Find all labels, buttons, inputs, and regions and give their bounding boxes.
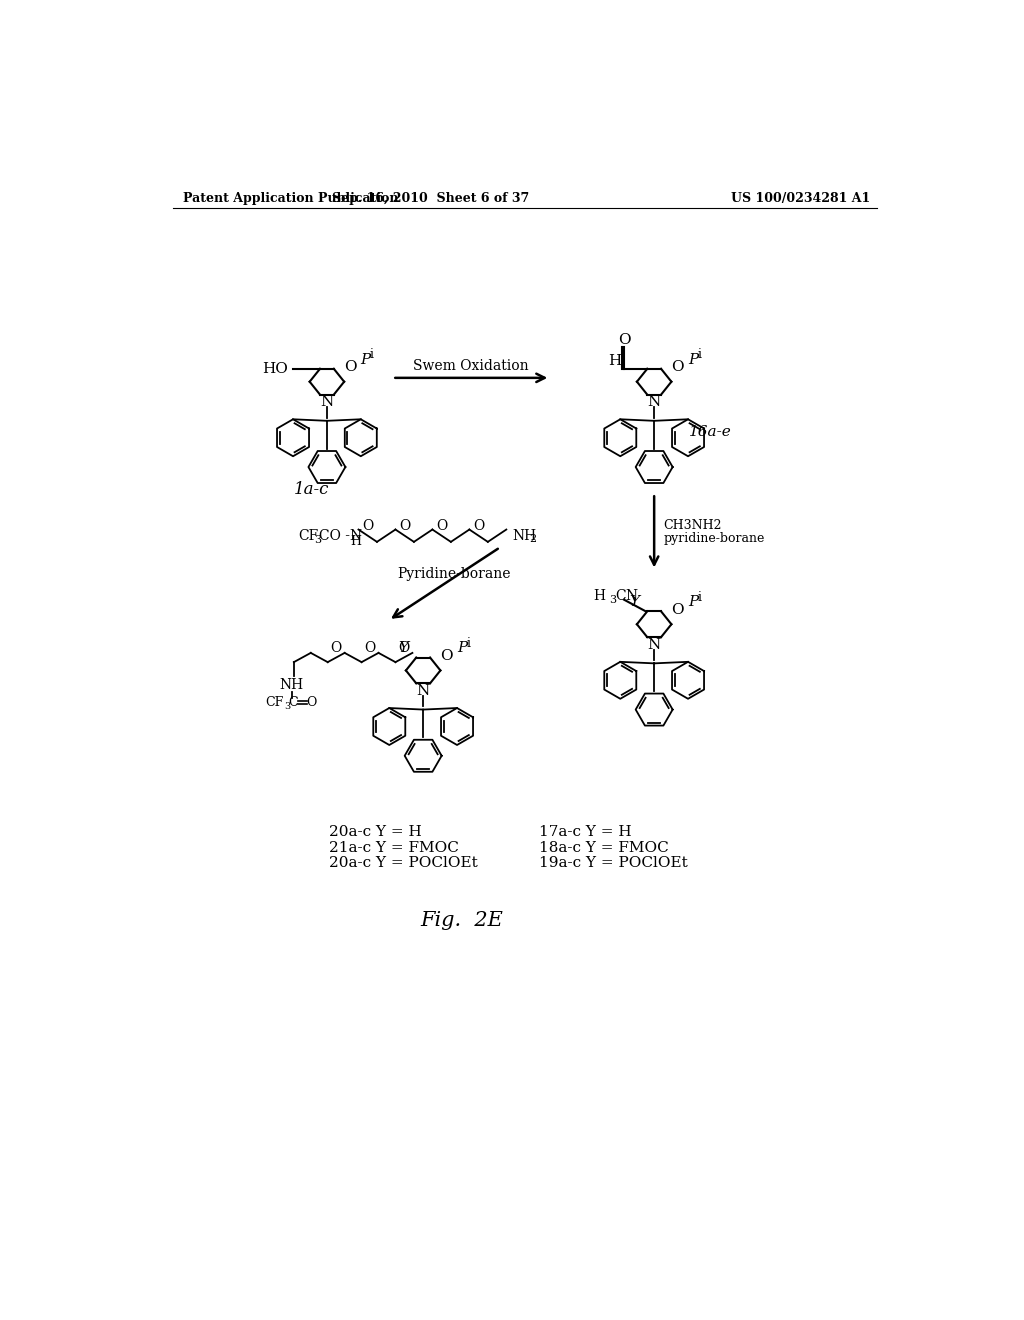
Text: C: C <box>288 696 298 709</box>
Text: NH: NH <box>280 678 303 692</box>
Text: 20a-c Y = H: 20a-c Y = H <box>330 825 422 840</box>
Text: O: O <box>306 696 316 709</box>
Text: 20a-c Y = POClOEt: 20a-c Y = POClOEt <box>330 855 478 870</box>
Text: 3: 3 <box>284 701 290 710</box>
Text: 17a-c Y = H: 17a-c Y = H <box>539 825 631 840</box>
Text: 3: 3 <box>313 535 321 545</box>
Text: H: H <box>593 589 605 603</box>
Text: O: O <box>331 642 342 655</box>
Text: N: N <box>417 684 430 698</box>
Text: O: O <box>617 333 631 347</box>
Text: Pyridine-borane: Pyridine-borane <box>397 568 511 581</box>
Text: P: P <box>457 642 467 655</box>
Text: 21a-c Y = FMOC: 21a-c Y = FMOC <box>330 841 459 854</box>
Text: 16a-e: 16a-e <box>689 425 731 438</box>
Text: H: H <box>350 536 361 548</box>
Text: HO: HO <box>262 362 288 376</box>
Text: N: N <box>647 395 660 409</box>
Text: O: O <box>344 360 356 375</box>
Text: i: i <box>370 348 374 362</box>
Text: CF: CF <box>298 529 318 543</box>
Text: O: O <box>362 520 374 533</box>
Text: O: O <box>398 642 410 655</box>
Text: 1a-c: 1a-c <box>294 480 329 498</box>
Text: O: O <box>436 520 447 533</box>
Text: N: N <box>647 638 660 652</box>
Text: O: O <box>672 603 684 616</box>
Text: CF: CF <box>265 696 284 709</box>
Text: i: i <box>697 348 701 362</box>
Text: i: i <box>466 638 470 651</box>
Text: O: O <box>440 649 453 663</box>
Text: 19a-c Y = POClOEt: 19a-c Y = POClOEt <box>539 855 687 870</box>
Text: P: P <box>688 595 698 609</box>
Text: P: P <box>360 352 371 367</box>
Text: CH3NH2: CH3NH2 <box>664 519 722 532</box>
Text: O: O <box>365 642 376 655</box>
Text: 18a-c Y = FMOC: 18a-c Y = FMOC <box>539 841 669 854</box>
Text: NH: NH <box>512 529 537 543</box>
Text: C: C <box>615 589 626 603</box>
Text: O: O <box>672 360 684 375</box>
Text: Patent Application Publication: Patent Application Publication <box>183 191 398 205</box>
Text: US 100/0234281 A1: US 100/0234281 A1 <box>730 191 869 205</box>
Text: O: O <box>399 520 411 533</box>
Text: pyridine-borane: pyridine-borane <box>664 532 765 545</box>
Text: 2: 2 <box>529 533 537 544</box>
Text: 3: 3 <box>608 595 615 605</box>
Text: N: N <box>321 395 334 409</box>
Text: Swem Oxidation: Swem Oxidation <box>414 359 529 372</box>
Text: N: N <box>626 589 638 603</box>
Text: Fig.  2E: Fig. 2E <box>420 911 503 931</box>
Text: Y: Y <box>629 595 639 609</box>
Text: Y: Y <box>397 642 408 655</box>
Text: H: H <box>608 354 622 368</box>
Text: Sep. 16, 2010  Sheet 6 of 37: Sep. 16, 2010 Sheet 6 of 37 <box>332 191 529 205</box>
Text: CO -N: CO -N <box>319 529 362 543</box>
Text: P: P <box>688 352 698 367</box>
Text: i: i <box>697 591 701 605</box>
Text: O: O <box>473 520 484 533</box>
